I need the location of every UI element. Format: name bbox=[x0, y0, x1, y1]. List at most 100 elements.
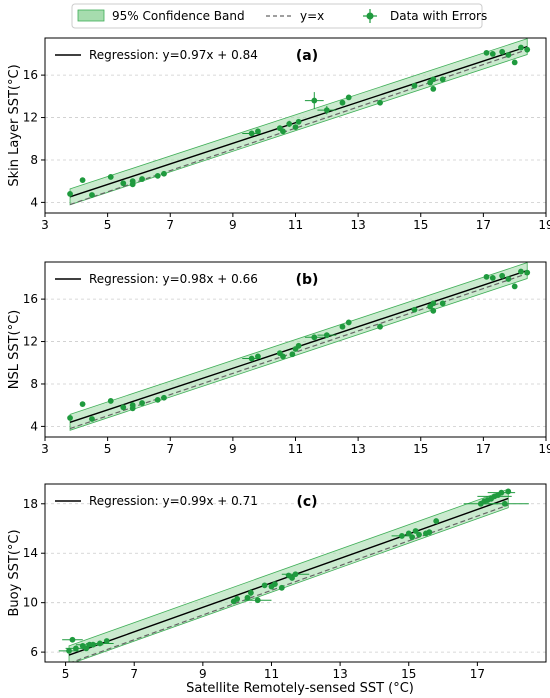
panel-a-x-tick-label: 5 bbox=[104, 218, 112, 232]
panel-a-data-point bbox=[483, 49, 490, 56]
panel-a-data-point bbox=[499, 48, 506, 55]
panel-b-x-tick-label: 3 bbox=[41, 442, 49, 456]
panel-c: 5 7 9 11 13 15 17 6 10 14 18 Buoy SST(°C) (c) Regr… bbox=[7, 483, 547, 681]
panel-a-x-tick-label: 13 bbox=[350, 218, 365, 232]
panel-c-data-point bbox=[405, 530, 412, 537]
panel-a-data-point bbox=[295, 118, 302, 125]
panel-c-data-point bbox=[247, 589, 254, 597]
panel-b-y-tick-label: 8 bbox=[30, 377, 38, 391]
panel-c-data-point bbox=[272, 581, 278, 588]
panel-b-regression-text: Regression: y=0.98x + 0.66 bbox=[89, 272, 258, 286]
panel-c-data-point bbox=[412, 528, 419, 534]
panel-c-y-tick-label: 10 bbox=[23, 596, 38, 610]
panel-a-data-point bbox=[345, 94, 352, 101]
panel-c-x-tick-label: 11 bbox=[264, 667, 279, 681]
panel-c-data-point bbox=[103, 638, 110, 644]
panel-b-data-point bbox=[317, 332, 337, 339]
panel-a-x-tick-label: 3 bbox=[41, 218, 49, 232]
panel-c-x-tick-label: 5 bbox=[62, 667, 70, 681]
panel-a-data-point bbox=[489, 51, 496, 57]
panel-b-data-point bbox=[518, 268, 524, 275]
panel-b-x-tick-label: 9 bbox=[229, 442, 237, 456]
panel-a-data-point bbox=[292, 124, 299, 130]
panel-a-y-tick-label: 12 bbox=[23, 111, 38, 125]
panel-c-data-point bbox=[234, 596, 241, 602]
legend-band-swatch bbox=[77, 9, 105, 22]
panel-a-data-point bbox=[67, 191, 73, 197]
legend-data-swatch bbox=[363, 9, 377, 23]
panel-c-x-tick-label: 7 bbox=[130, 667, 138, 681]
panel-c-data-point bbox=[90, 641, 96, 648]
panel-b-data-point bbox=[411, 306, 418, 313]
legend-band-label: 95% Confidence Band bbox=[112, 9, 245, 23]
panel-b-y-tick-label: 16 bbox=[23, 292, 38, 306]
panel-b: 3 5 7 9 11 13 15 17 19 4 8 12 16 NSL SST(°C) (b) Reg… bbox=[7, 261, 550, 456]
panel-b-y-tick-label: 4 bbox=[30, 419, 38, 433]
panel-a-label: (a) bbox=[296, 48, 318, 64]
panel-b-data-point bbox=[120, 404, 127, 411]
panel-c-x-tick-label: 9 bbox=[199, 667, 207, 681]
panel-b-data-point bbox=[430, 300, 437, 307]
panel-a-data-point bbox=[430, 76, 437, 83]
panel-b-data-point bbox=[161, 394, 167, 401]
panel-a-data-point bbox=[439, 76, 446, 83]
panel-a-data-point bbox=[154, 172, 161, 179]
panel-b-data-point bbox=[304, 334, 324, 341]
panel-c-data-point bbox=[278, 584, 285, 591]
panel-b-label: (b) bbox=[296, 272, 319, 288]
panel-b-x-tick-label: 5 bbox=[104, 442, 112, 456]
panel-c-regression-text: Regression: y=0.99x + 0.71 bbox=[89, 494, 258, 508]
panel-a-data-point bbox=[411, 82, 418, 89]
panel-a-identity-line bbox=[69, 49, 528, 206]
panel-b-identity-line bbox=[69, 273, 528, 430]
panel-b-data-point bbox=[505, 276, 512, 282]
panel-b-data-point bbox=[107, 398, 114, 404]
panel-b-data-point bbox=[489, 275, 496, 281]
panel-c-x-tick-label: 17 bbox=[470, 667, 485, 681]
panel-c-data-point bbox=[289, 575, 295, 581]
panel-a-data-point bbox=[304, 92, 324, 110]
panel-b-data-point bbox=[154, 396, 161, 403]
panel-a-x-tick-label: 19 bbox=[538, 218, 550, 232]
panel-c-ylabel: Buoy SST(°C) bbox=[7, 529, 22, 616]
panel-b-data-point bbox=[524, 269, 531, 276]
panel-a-data-point bbox=[339, 99, 346, 106]
panel-c-data-point bbox=[261, 582, 268, 589]
panel-b-data-point bbox=[67, 415, 73, 421]
panel-a-data-point bbox=[107, 174, 114, 180]
panel-b-data-point bbox=[430, 307, 437, 314]
legend-data-label: Data with Errors bbox=[390, 9, 487, 23]
panel-b-ylabel: NSL SST(°C) bbox=[7, 310, 22, 390]
panel-a-x-tick-label: 15 bbox=[413, 218, 428, 232]
panel-a-data-point bbox=[129, 181, 136, 188]
panel-a-regression-text: Regression: y=0.97x + 0.84 bbox=[89, 48, 258, 62]
panel-a-ylabel: Skin Layer SST(°C) bbox=[7, 64, 22, 186]
panel-b-data-point bbox=[511, 283, 518, 290]
legend: 95% Confidence Band y=x Data with Errors bbox=[71, 3, 487, 29]
panel-b-x-tick-label: 19 bbox=[538, 442, 550, 456]
panel-b-y-tick-label: 12 bbox=[23, 335, 38, 349]
panel-b-data-point bbox=[345, 319, 352, 326]
panel-b-x-tick-label: 7 bbox=[166, 442, 174, 456]
panel-c-y-tick-label: 6 bbox=[30, 645, 38, 659]
panel-b-data-point bbox=[79, 401, 86, 408]
panel-c-data-point bbox=[433, 518, 440, 524]
panel-b-data-point bbox=[483, 273, 490, 280]
panel-c-data-point bbox=[416, 531, 422, 538]
panel-a-data-point bbox=[139, 176, 145, 182]
panel-b-x-tick-label: 17 bbox=[476, 442, 491, 456]
panel-c-data-point bbox=[480, 500, 529, 507]
panel-c-data-point bbox=[426, 529, 433, 536]
panel-b-data-point bbox=[129, 405, 136, 412]
panel-b-data-point bbox=[439, 300, 446, 307]
panel-b-data-point bbox=[339, 323, 346, 330]
panel-c-data-point bbox=[281, 571, 310, 578]
panel-a-data-point bbox=[120, 180, 127, 187]
panel-a-y-tick-label: 16 bbox=[23, 68, 38, 82]
panel-c-axes-frame bbox=[44, 483, 547, 663]
panel-b-data-point bbox=[255, 353, 261, 360]
panel-c-y-tick-label: 14 bbox=[23, 546, 38, 560]
panel-a-data-point bbox=[430, 86, 437, 92]
panel-a-data-point bbox=[524, 46, 531, 53]
